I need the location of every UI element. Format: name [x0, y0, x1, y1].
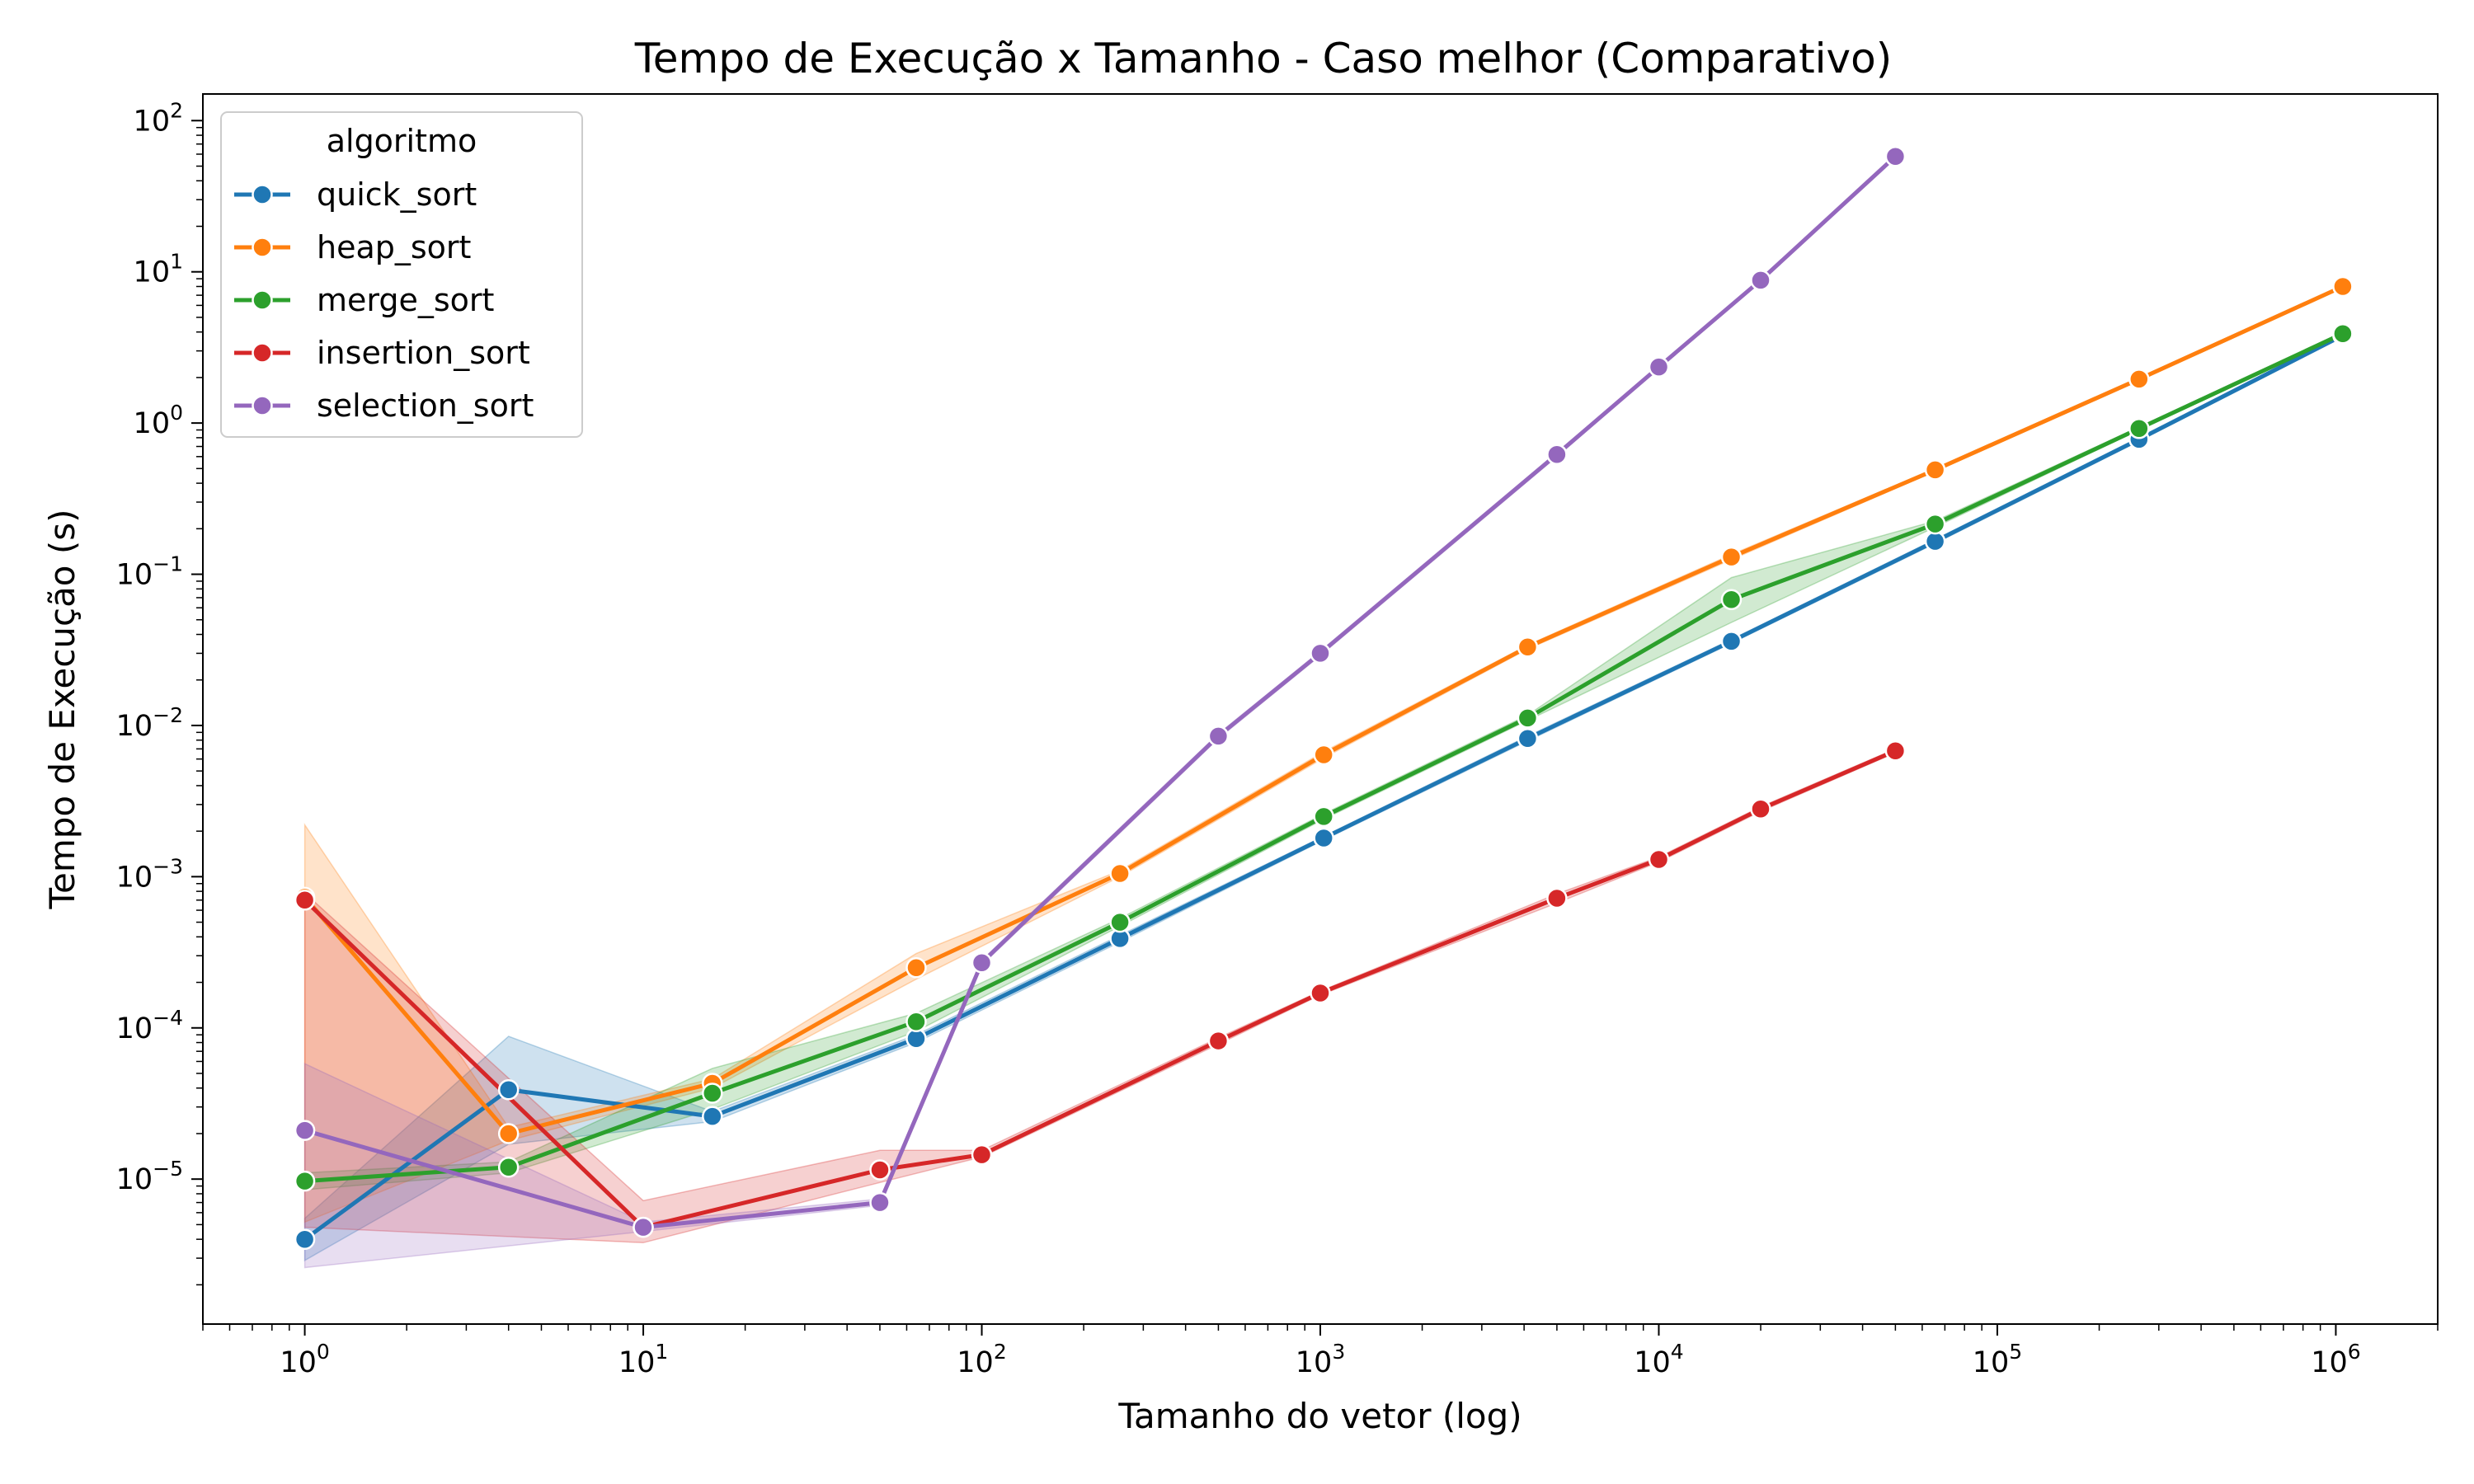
y-axis-ticks: 10−5 10−4 10−3 10−2 10−1 100 101 102 [116, 98, 203, 1286]
point-heap_sort [1924, 459, 1946, 481]
point-selection_sort [1546, 444, 1568, 465]
point-merge_sort [1517, 707, 1539, 729]
point-merge_sort [1109, 911, 1131, 933]
x-tick-label: 100 [280, 1340, 329, 1379]
point-quick_sort [1720, 631, 1743, 652]
y-tick-label: 100 [134, 401, 183, 440]
point-selection_sort [294, 1120, 316, 1141]
legend-swatch-marker [252, 184, 273, 205]
legend-label: heap_sort [317, 229, 471, 265]
point-merge_sort [1313, 805, 1334, 828]
point-insertion_sort [1310, 982, 1331, 1004]
legend-item-merge_sort: merge_sort [234, 282, 494, 318]
point-heap_sort [1109, 862, 1131, 885]
line-insertion_sort [303, 749, 1897, 1230]
point-insertion_sort [1750, 798, 1771, 820]
point-quick_sort [702, 1106, 723, 1127]
point-selection_sort [869, 1191, 891, 1214]
legend-item-quick_sort: quick_sort [234, 176, 477, 213]
line-selection_sort [303, 154, 1898, 1230]
point-merge_sort [2128, 418, 2150, 439]
point-merge_sort [1720, 589, 1743, 611]
legend-item-insertion_sort: insertion_sort [234, 335, 530, 371]
point-selection_sort [1207, 726, 1230, 747]
x-tick-label: 106 [2311, 1340, 2360, 1379]
legend-swatch-marker [252, 289, 273, 311]
point-heap_sort [905, 957, 927, 979]
x-axis-ticks: 100 101 102 103 104 105 106 [202, 1324, 2439, 1379]
legend-label: selection_sort [317, 387, 534, 424]
x-tick-label: 104 [1634, 1340, 1683, 1379]
legend-item-selection_sort: selection_sort [234, 387, 534, 424]
point-heap_sort [497, 1123, 520, 1144]
point-insertion_sort [869, 1159, 891, 1181]
y-tick-label: 10−3 [116, 854, 183, 894]
point-heap_sort [2332, 275, 2354, 298]
point-quick_sort [497, 1079, 520, 1101]
legend-title: algoritmo [327, 123, 477, 159]
confidence-bands [303, 153, 2344, 1269]
y-tick-label: 102 [134, 98, 183, 138]
chart-title: Tempo de Execução x Tamanho - Caso melho… [634, 35, 1893, 82]
y-tick-label: 101 [134, 250, 183, 289]
x-tick-label: 101 [618, 1340, 668, 1379]
point-heap_sort [1720, 546, 1743, 568]
y-tick-label: 10−5 [116, 1157, 183, 1196]
point-merge_sort [702, 1082, 723, 1104]
x-tick-label: 105 [1973, 1340, 2022, 1379]
line-heap_sort [303, 284, 2344, 1136]
y-axis-label: Tempo de Execução (s) [42, 509, 82, 909]
point-quick_sort [1517, 728, 1539, 749]
x-tick-label: 103 [1296, 1340, 1345, 1379]
point-insertion_sort [1207, 1030, 1230, 1052]
legend-label: quick_sort [317, 176, 477, 213]
point-merge_sort [294, 1170, 316, 1192]
band-insertion_sort [303, 748, 1897, 1244]
point-heap_sort [1517, 636, 1539, 658]
point-quick_sort [1313, 827, 1334, 849]
point-insertion_sort [971, 1144, 993, 1166]
legend-box [220, 111, 583, 438]
point-insertion_sort [1884, 740, 1907, 762]
point-selection_sort [1750, 270, 1771, 291]
point-quick_sort [1924, 530, 1946, 552]
legend-swatch-marker [252, 395, 273, 416]
point-insertion_sort [1648, 848, 1670, 871]
point-selection_sort [971, 951, 993, 974]
point-selection_sort [1648, 356, 1670, 378]
y-tick-label: 10−1 [116, 552, 183, 592]
point-merge_sort [1924, 513, 1946, 535]
y-tick-label: 10−4 [116, 1006, 183, 1045]
point-selection_sort [633, 1216, 654, 1238]
point-merge_sort [2332, 322, 2354, 345]
point-merge_sort [497, 1156, 520, 1178]
point-quick_sort [294, 1228, 316, 1250]
point-selection_sort [1884, 145, 1907, 167]
point-heap_sort [1313, 744, 1334, 766]
legend-swatch-marker [252, 237, 273, 258]
x-tick-label: 102 [957, 1340, 1006, 1379]
line-quick_sort [303, 333, 2345, 1242]
legend-label: insertion_sort [317, 335, 530, 371]
legend: algoritmo quick_sort heap_sort merge_sorti… [220, 111, 583, 438]
point-insertion_sort [1546, 887, 1568, 909]
point-selection_sort [1310, 642, 1331, 665]
point-heap_sort [2128, 369, 2150, 390]
legend-label: merge_sort [317, 282, 494, 318]
legend-swatch-marker [252, 342, 273, 364]
x-axis-label: Tamanho do vetor (log) [1117, 1396, 1522, 1436]
point-merge_sort [905, 1011, 927, 1032]
legend-item-heap_sort: heap_sort [234, 229, 471, 265]
y-tick-label: 10−2 [116, 703, 183, 743]
series-markers [294, 145, 2354, 1250]
point-insertion_sort [294, 890, 316, 911]
